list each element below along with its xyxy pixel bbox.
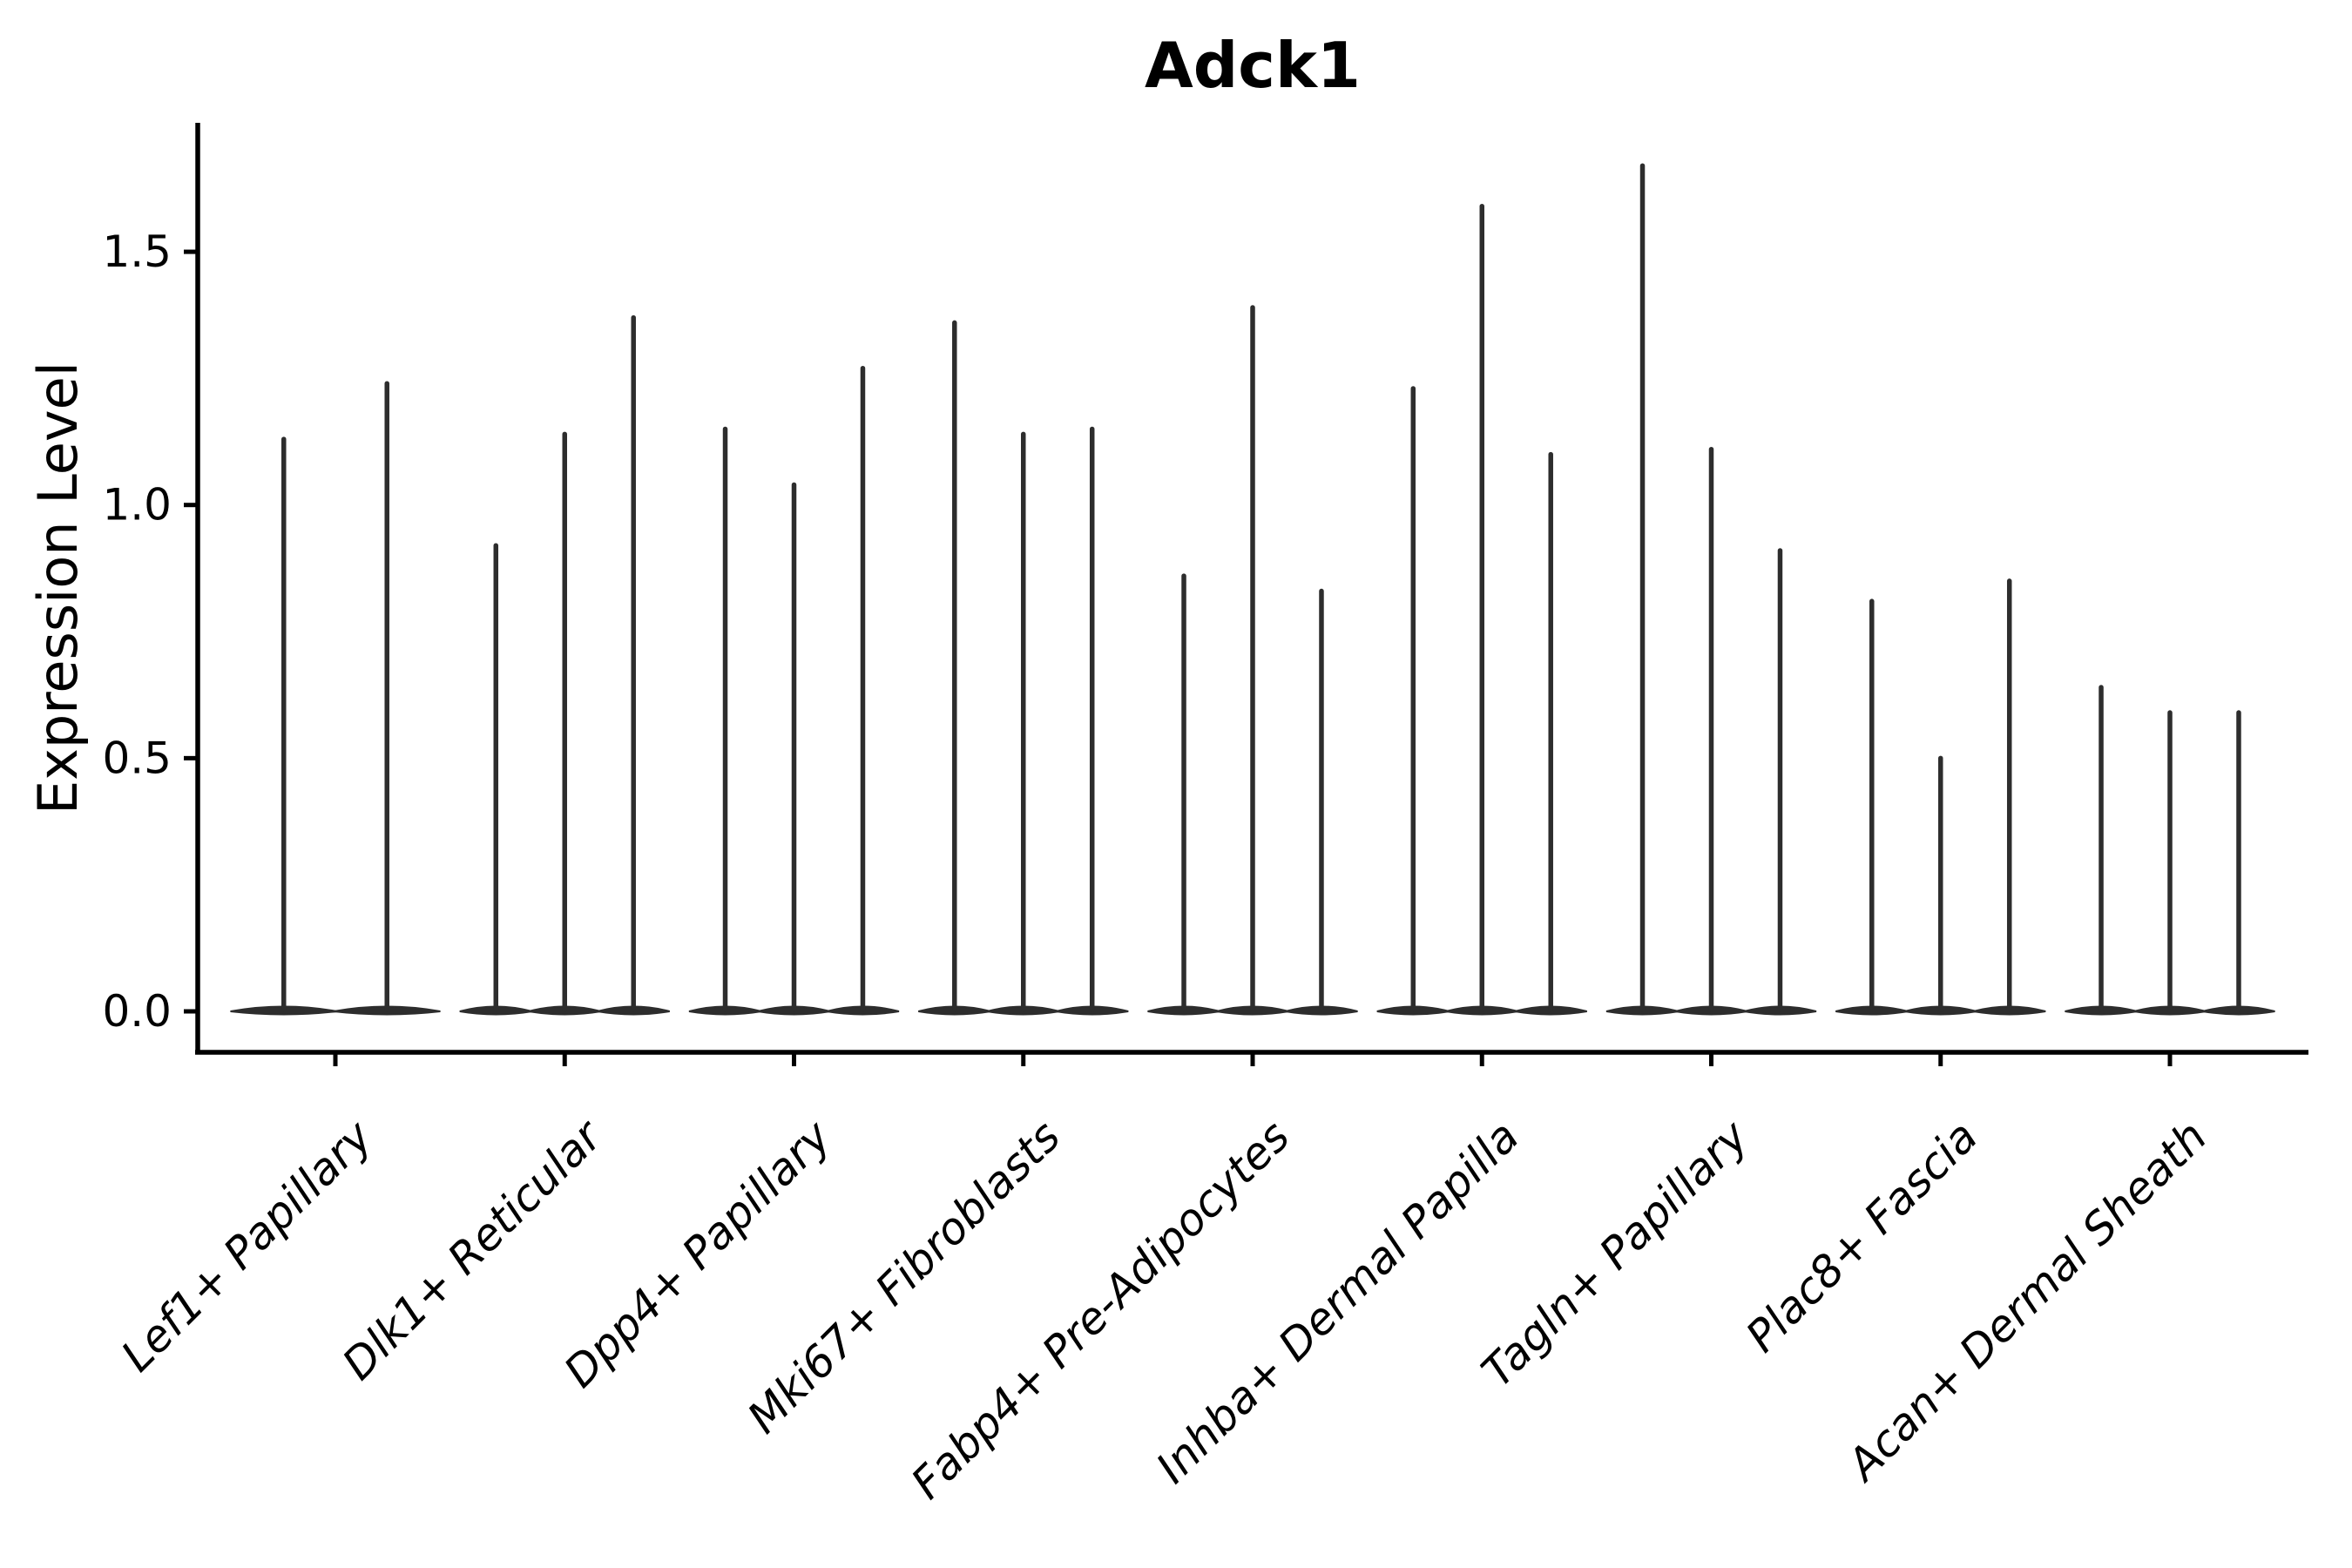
violin-group: [459, 314, 670, 1016]
violin-group: [1605, 163, 1817, 1016]
x-tick-label: Fabp4+ Pre-Adipocytes: [902, 1111, 1300, 1509]
plot-title: Adck1: [1145, 29, 1361, 102]
violin-group: [688, 365, 900, 1016]
violin-group: [2065, 685, 2275, 1016]
x-tick-label: Lef1+ Papillary: [112, 1110, 382, 1381]
y-tick-label: 1.0: [102, 480, 172, 531]
violin-group: [230, 381, 441, 1016]
y-tick-label: 1.5: [102, 226, 172, 277]
violin-group: [918, 320, 1129, 1016]
y-tick-label: 0.0: [102, 986, 172, 1037]
y-axis-ticks: 0.0 0.5 1.0 1.5: [102, 226, 198, 1037]
violin-group: [1147, 305, 1358, 1016]
x-tick-label: Plac8+ Fascia: [1736, 1111, 1987, 1362]
x-tick-label: Acan+ Dermal Sheath: [1836, 1111, 2217, 1491]
violins: [230, 163, 2275, 1016]
y-axis-label: Expression Level: [26, 362, 90, 814]
violin-group: [1376, 203, 1587, 1016]
y-tick-label: 0.5: [102, 733, 172, 783]
violin-group: [1835, 578, 2046, 1016]
x-tick-label: Inhba+ Dermal Papilla: [1146, 1111, 1528, 1492]
